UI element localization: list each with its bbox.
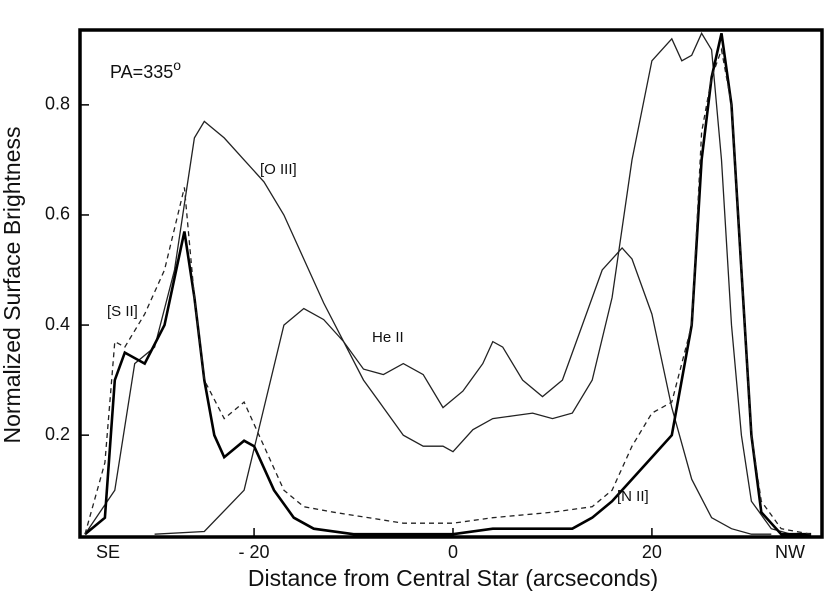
- x-tick-label: 20: [642, 542, 662, 562]
- annotation-text: PA=335: [110, 62, 173, 82]
- y-tick-label: 0.2: [45, 424, 70, 444]
- series-label: [O III]: [260, 161, 297, 178]
- y-axis-title: Normalized Surface Brightness: [0, 126, 25, 443]
- y-tick-label: 0.6: [45, 204, 70, 224]
- x-end-label: SE: [96, 542, 120, 562]
- x-tick-label: - 20: [239, 542, 270, 562]
- y-tick-label: 0.8: [45, 94, 70, 114]
- x-tick-label: 0: [448, 542, 458, 562]
- x-axis-title: Distance from Central Star (arcseconds): [248, 565, 658, 591]
- annotation-sup: o: [173, 57, 181, 73]
- plot-frame: [78, 28, 824, 539]
- series-line: [84, 31, 812, 535]
- series-line: [154, 247, 772, 535]
- series-label: [S II]: [107, 303, 138, 320]
- series-label: [N II]: [617, 488, 649, 505]
- series-line: [84, 47, 812, 535]
- x-end-label: NW: [775, 542, 805, 562]
- annotation: PA=335o: [110, 57, 181, 82]
- y-tick-label: 0.4: [45, 314, 70, 334]
- series-line: [84, 33, 812, 536]
- series-label: He II: [372, 329, 404, 346]
